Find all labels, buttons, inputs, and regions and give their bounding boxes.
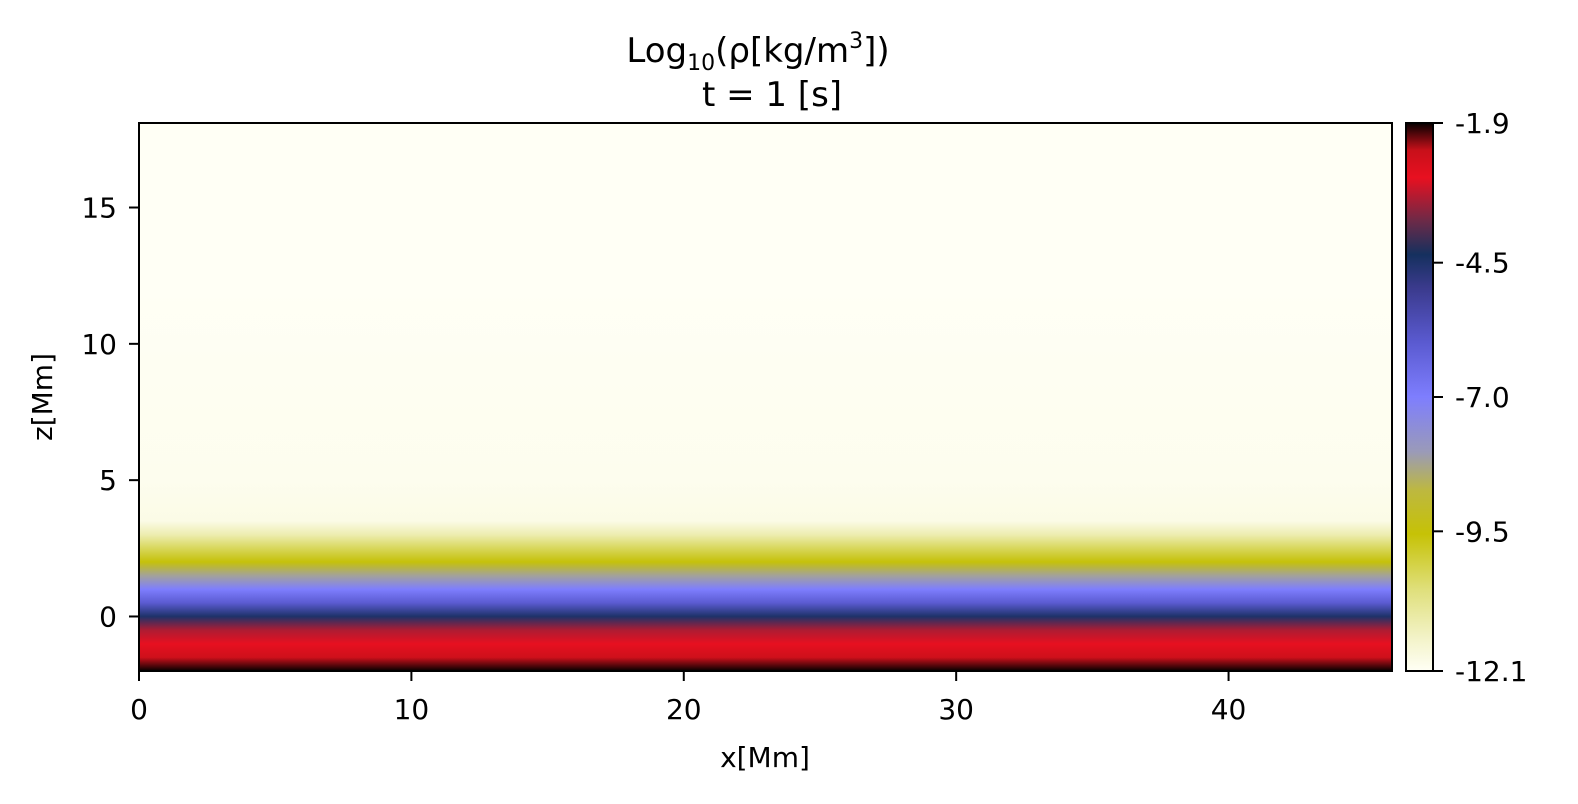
- y-tick-label: 5: [99, 464, 117, 497]
- chart-title-line1: Log10(ρ[kg/m3]): [626, 29, 889, 76]
- x-tick-label: 40: [1211, 693, 1247, 726]
- x-tick-label: 20: [666, 693, 702, 726]
- y-axis-ticks: 0 5 10 15: [81, 192, 139, 633]
- colorbar: [1406, 123, 1433, 671]
- colorbar-tick-label: -12.1: [1455, 655, 1527, 688]
- x-axis-ticks: 0 10 20 30 40: [130, 671, 1246, 726]
- title-body: (ρ[kg/m: [715, 31, 849, 71]
- chart-title-line2: t = 1 [s]: [702, 75, 842, 115]
- x-tick-label: 30: [938, 693, 974, 726]
- x-tick-label: 10: [394, 693, 430, 726]
- x-axis-label: x[Mm]: [720, 741, 810, 774]
- y-tick-label: 0: [99, 600, 117, 633]
- colorbar-ticks: -12.1 -9.5 -7.0 -4.5 -1.9: [1433, 107, 1527, 688]
- plot-frame: [138, 122, 1393, 672]
- title-subscript: 10: [687, 51, 715, 76]
- y-axis-label: z[Mm]: [26, 353, 59, 441]
- colorbar-tick-label: -4.5: [1455, 247, 1510, 280]
- y-tick-label: 15: [81, 192, 117, 225]
- colorbar-tick-label: -9.5: [1455, 515, 1510, 548]
- x-tick-label: 0: [130, 693, 148, 726]
- title-suffix: ]): [863, 31, 890, 71]
- title-prefix: Log: [626, 31, 687, 71]
- title-superscript: 3: [849, 29, 863, 54]
- colorbar-tick-label: -7.0: [1455, 381, 1510, 414]
- heatmap-field: [139, 123, 1392, 671]
- colorbar-tick-label: -1.9: [1455, 107, 1510, 140]
- y-tick-label: 10: [81, 328, 117, 361]
